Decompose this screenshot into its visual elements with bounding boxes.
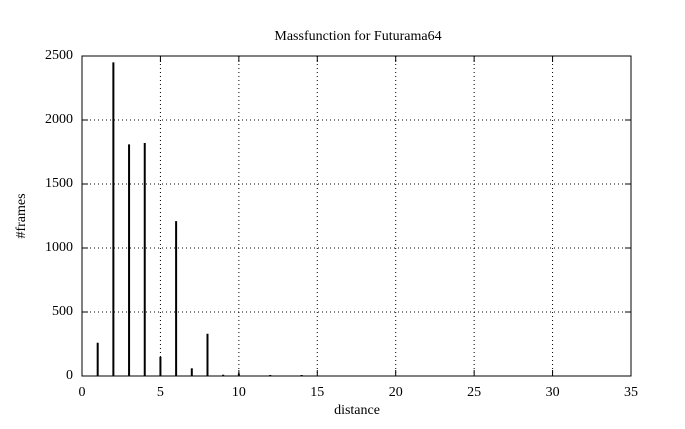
y-tick-label: 1000: [45, 240, 73, 255]
y-tick-label: 500: [52, 304, 73, 319]
x-tick-label: 25: [467, 385, 481, 400]
x-axis-label: distance: [334, 403, 380, 418]
x-tick-label: 5: [157, 385, 164, 400]
y-axis-label: #frames: [14, 193, 29, 238]
x-tick-label: 15: [310, 385, 324, 400]
y-tick-label: 0: [66, 368, 73, 383]
x-tick-label: 35: [624, 385, 638, 400]
x-tick-label: 30: [546, 385, 560, 400]
y-tick-label: 2000: [45, 112, 73, 127]
x-tick-label: 20: [389, 385, 403, 400]
x-tick-label: 10: [232, 385, 246, 400]
x-tick-label: 0: [79, 385, 86, 400]
y-tick-label: 1500: [45, 176, 73, 191]
chart-title: Massfunction for Futurama64: [274, 29, 441, 44]
plot-frame: [81, 55, 632, 377]
y-tick-label: 2500: [45, 48, 73, 63]
